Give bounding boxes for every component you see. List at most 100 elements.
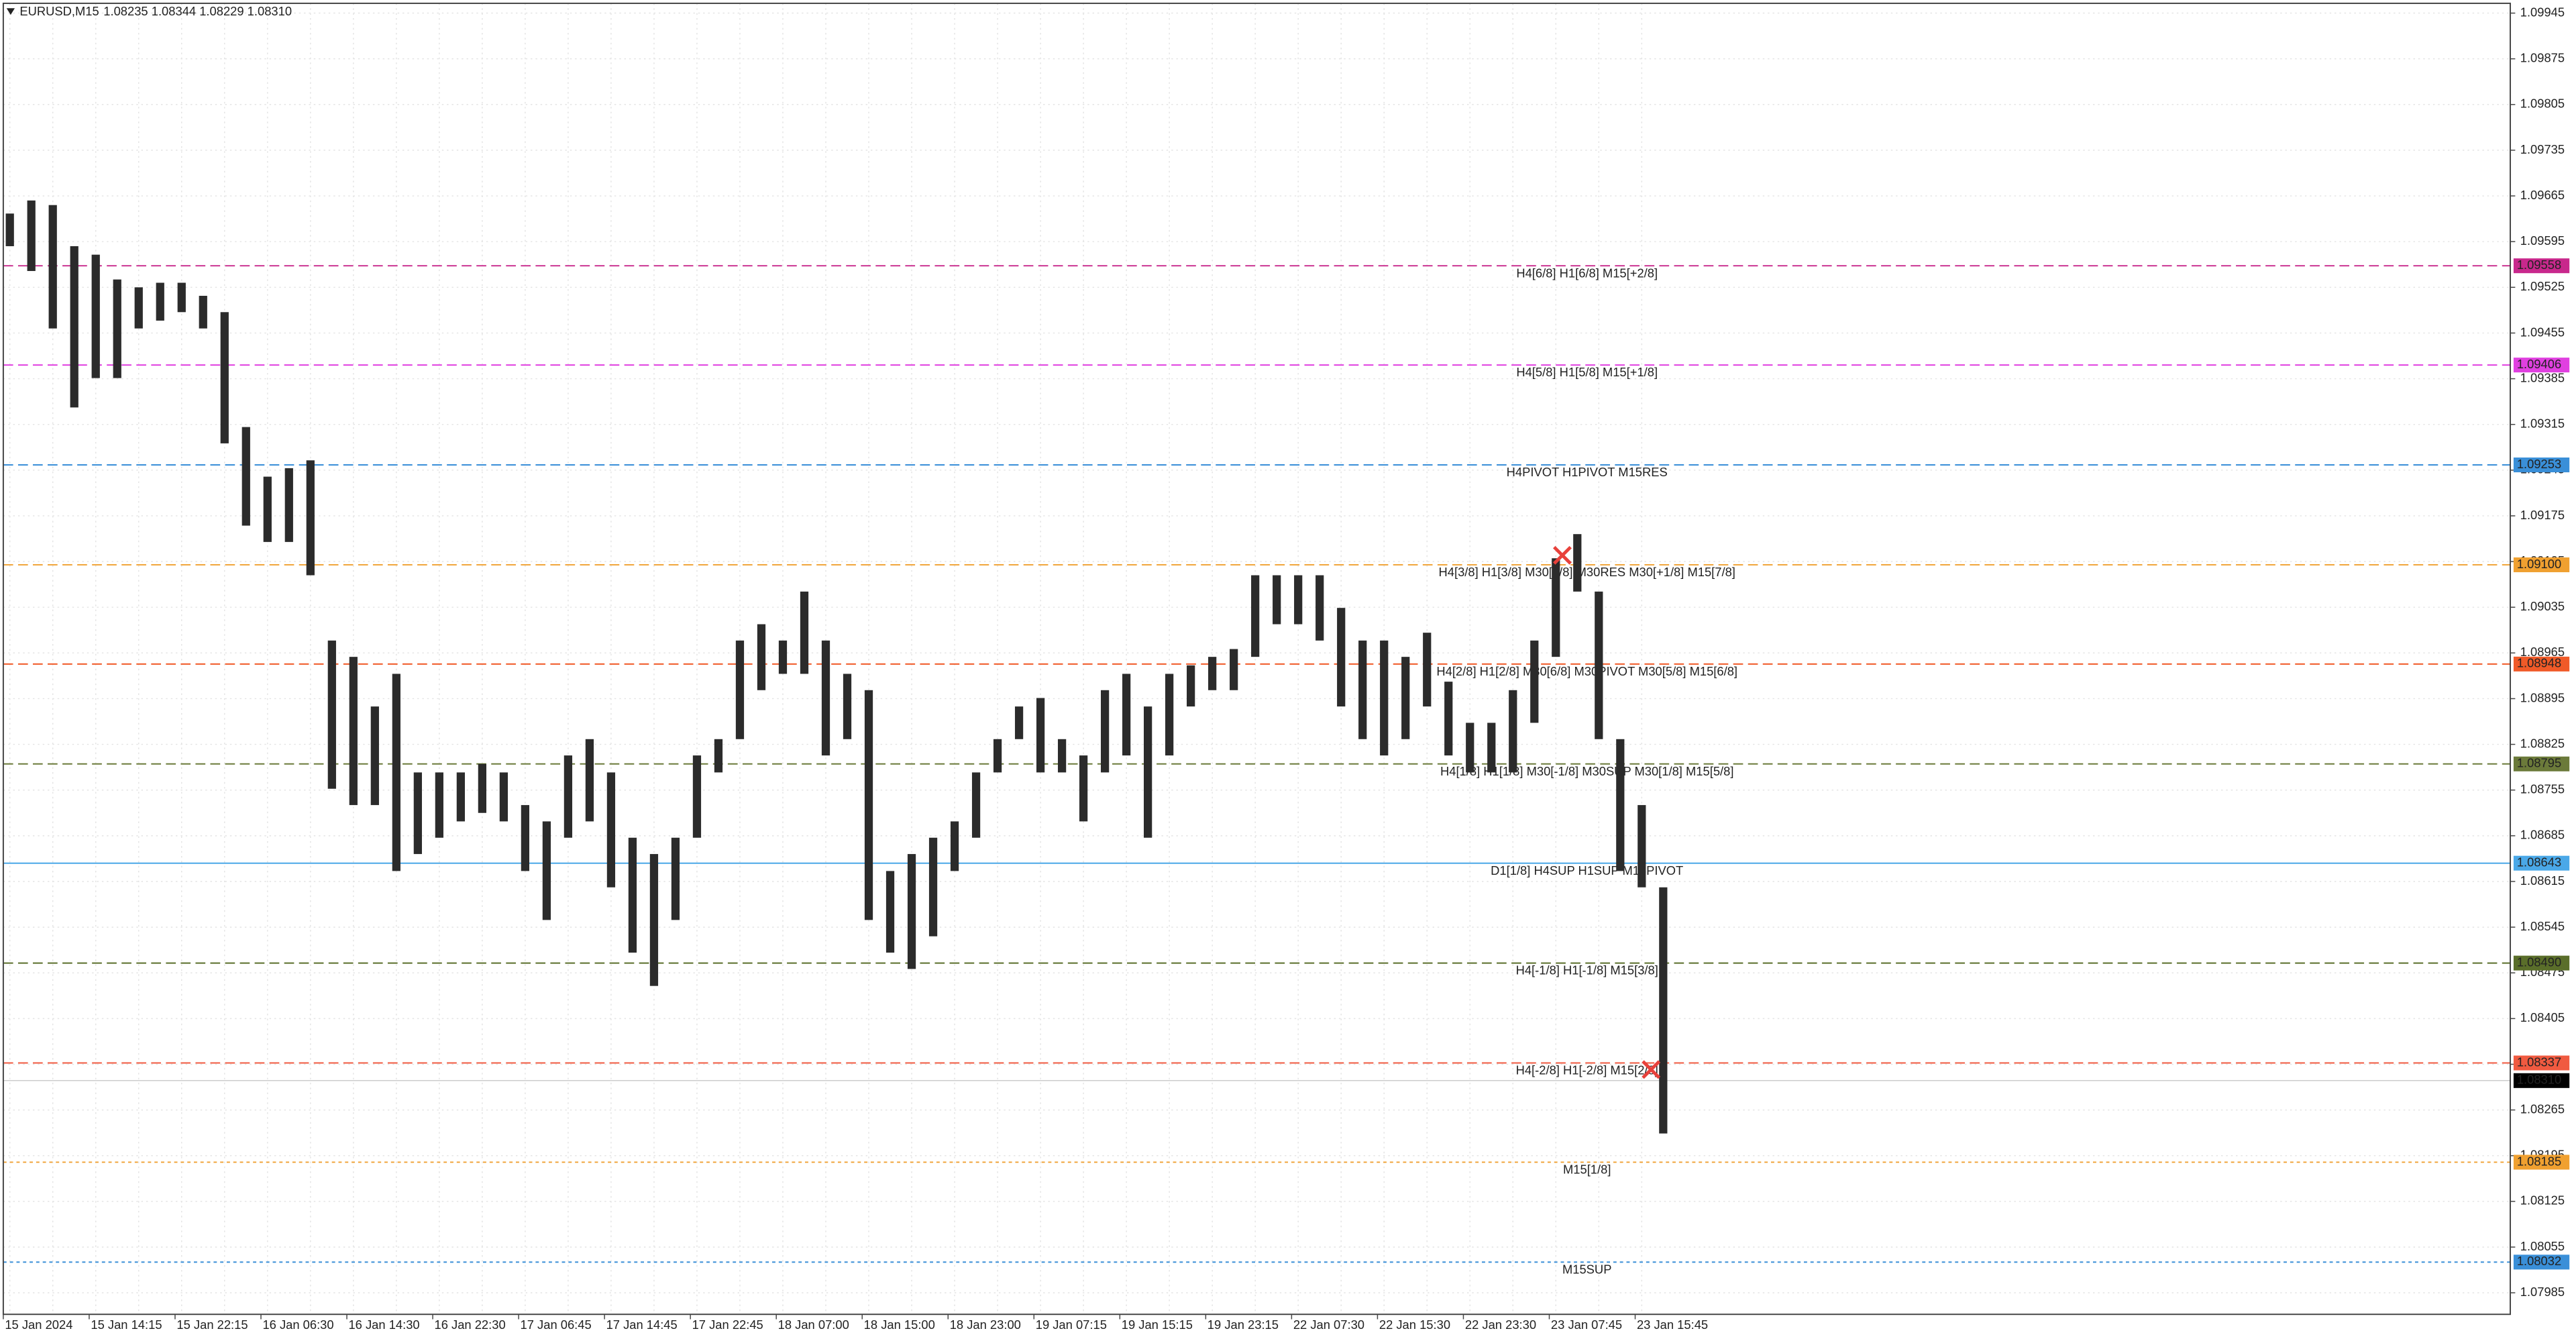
y-tick-label: 1.09945 (2520, 5, 2565, 19)
price-bar (327, 640, 336, 789)
price-tag (2513, 1254, 2570, 1270)
y-tick-label: 1.09175 (2520, 508, 2565, 522)
x-tick-label: 17 Jan 06:45 (521, 1318, 592, 1332)
y-tick-label: 1.08685 (2520, 828, 2565, 842)
price-bar (564, 755, 573, 838)
x-tick-label: 23 Jan 15:45 (1637, 1318, 1708, 1332)
x-tick-label: 19 Jan 23:15 (1208, 1318, 1279, 1332)
price-bar (199, 295, 207, 329)
y-tick-label: 1.08405 (2520, 1010, 2565, 1024)
level-label: H4[-2/8] H1[-2/8] M15[2/8] (1516, 1063, 1658, 1077)
x-tick-label: 17 Jan 14:45 (606, 1318, 678, 1332)
y-tick-label: 1.08055 (2520, 1239, 2565, 1253)
price-tag-label: 1.08490 (2517, 955, 2561, 969)
menu-triangle (6, 8, 15, 15)
price-tag (2513, 258, 2570, 274)
level-label: M15[1/8] (1563, 1163, 1611, 1177)
y-tick-label: 1.08895 (2520, 690, 2565, 704)
price-bar (1079, 755, 1088, 822)
price-bar (628, 837, 637, 953)
price-bar (1337, 608, 1346, 707)
price-bar (1122, 674, 1131, 756)
price-bar (907, 854, 916, 969)
price-bar (413, 772, 422, 855)
y-tick-label: 1.09735 (2520, 142, 2565, 156)
price-bar (177, 282, 186, 313)
y-tick-label: 1.08825 (2520, 736, 2565, 750)
price-bar (606, 772, 616, 888)
price-tag-label: 1.08795 (2517, 756, 2561, 770)
price-bar (1230, 649, 1238, 690)
y-tick-label: 1.09035 (2520, 599, 2565, 613)
price-bar (48, 205, 57, 329)
x-tick-label: 18 Jan 15:00 (864, 1318, 935, 1332)
sell-marker (1553, 545, 1572, 565)
x-tick-label: 22 Jan 15:30 (1379, 1318, 1450, 1332)
price-bar (971, 772, 981, 838)
price-bar (134, 287, 143, 329)
price-bar (757, 624, 766, 690)
price-tag-label: 1.08185 (2517, 1154, 2561, 1168)
price-bar (91, 254, 100, 378)
y-tick-label: 1.09385 (2520, 370, 2565, 384)
price-tag-label: 1.09100 (2517, 557, 2561, 571)
y-tick-label: 1.08125 (2520, 1193, 2565, 1208)
price-bar (1165, 674, 1174, 756)
y-tick-label: 1.09525 (2520, 279, 2565, 293)
x-tick-label: 15 Jan 22:15 (176, 1318, 248, 1332)
price-bar (1380, 640, 1389, 756)
price-tag (2513, 955, 2570, 971)
price-bar (1509, 690, 1517, 773)
price-bar (950, 821, 959, 871)
level-label: H4[3/8] H1[3/8] M30[7/8] M30RES M30[+1/8… (1439, 565, 1735, 579)
price-bar (1316, 575, 1324, 641)
x-tick-label: 16 Jan 14:30 (348, 1318, 419, 1332)
price-tag (2513, 756, 2570, 771)
price-bar (1057, 739, 1067, 773)
price-bar (735, 640, 745, 739)
x-tick-label: 18 Jan 23:00 (950, 1318, 1021, 1332)
price-bar (885, 871, 895, 953)
price-bar (220, 312, 229, 443)
price-bar (27, 200, 36, 271)
price-bar (1487, 722, 1496, 773)
price-bar (241, 427, 250, 526)
price-bar (1100, 690, 1110, 773)
x-tick-label: 19 Jan 15:15 (1122, 1318, 1193, 1332)
price-bar (1294, 575, 1303, 625)
price-bar (1573, 534, 1582, 592)
price-bar (585, 739, 594, 822)
y-tick-label: 1.07985 (2520, 1285, 2565, 1299)
price-bar (714, 739, 723, 773)
levels: H4[6/8] H1[6/8] M15[+2/8] H4[5/8] H1[5/8]… (3, 265, 2511, 1276)
price-bar (692, 755, 702, 838)
price-bar (263, 476, 272, 542)
price-bar (1273, 575, 1281, 625)
price-bar (1552, 558, 1560, 657)
price-tag (2513, 1155, 2570, 1170)
current-price-label: 1.08310 (2517, 1073, 2561, 1087)
y-tick-label: 1.09455 (2520, 325, 2565, 339)
price-tag-label: 1.09558 (2517, 258, 2561, 272)
price-bar (800, 591, 809, 674)
x-tick-label: 15 Jan 2024 (5, 1318, 72, 1332)
x-tick-label: 18 Jan 07:00 (778, 1318, 849, 1332)
x-tick-label: 15 Jan 14:15 (91, 1318, 162, 1332)
chart-title: EURUSD,M15 (19, 4, 99, 18)
level-label: H4[1/8] H1[1/8] M30[-1/8] M30SUP M30[1/8… (1440, 764, 1733, 778)
axes: 1.079851.080551.081251.081951.082651.083… (3, 5, 2570, 1332)
price-bar (1187, 665, 1195, 707)
price-bar (456, 772, 465, 822)
price-bar (649, 854, 659, 986)
price-tag-label: 1.08643 (2517, 855, 2561, 869)
price-bar (284, 468, 293, 542)
price-bar (1595, 591, 1603, 739)
price-tag-label: 1.08337 (2517, 1055, 2561, 1069)
price-bar (156, 282, 164, 321)
signal-markers (1553, 545, 1661, 1079)
price-bar (1036, 698, 1045, 773)
price-tag-label: 1.08032 (2517, 1254, 2561, 1268)
current-price-tag (2513, 1073, 2570, 1088)
x-tick-label: 22 Jan 07:30 (1293, 1318, 1364, 1332)
